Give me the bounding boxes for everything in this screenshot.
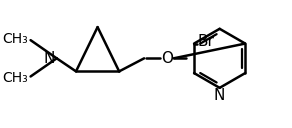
Text: N: N bbox=[43, 51, 54, 66]
Text: Br: Br bbox=[197, 34, 214, 49]
Text: N: N bbox=[214, 88, 225, 103]
Text: O: O bbox=[161, 51, 173, 66]
Text: CH₃: CH₃ bbox=[2, 32, 28, 46]
Text: CH₃: CH₃ bbox=[2, 71, 28, 85]
